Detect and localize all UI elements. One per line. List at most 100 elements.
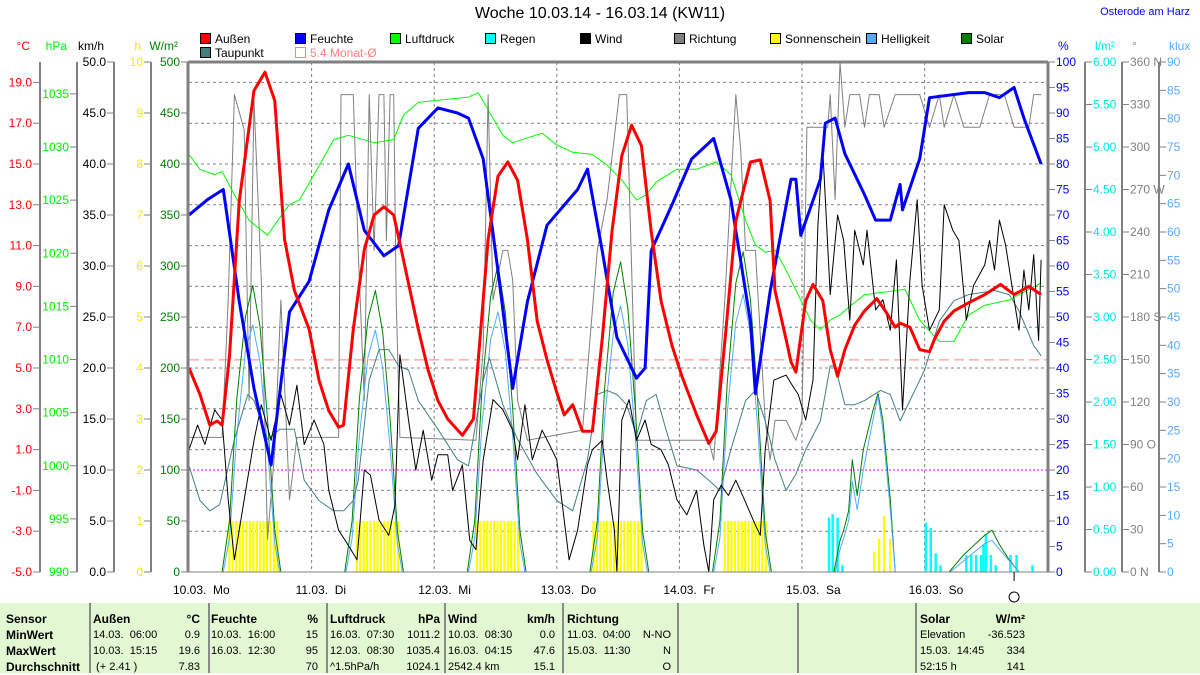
stat-cell: 15	[305, 629, 318, 641]
axis-tick-label: 90	[1167, 55, 1181, 69]
legend-swatch-icon	[390, 33, 401, 44]
legend-label: Feuchte	[310, 32, 354, 46]
stat-cell: °C	[186, 612, 200, 626]
stat-cell: Wind	[448, 612, 478, 626]
sunshine-bar	[737, 521, 740, 572]
stat-cell: (+ 2.41 )	[93, 661, 138, 673]
series-line-außen	[189, 70, 1042, 445]
stat-cell: 16.03. 12:30	[211, 645, 276, 657]
axis-tick-label: 35	[1167, 367, 1181, 381]
x-axis-labels: 10.03. Mo 11.03. Di 12.03. Mi 13.03. Do 14.0…	[173, 572, 1020, 603]
axis-tick-label: -5.0	[11, 565, 32, 579]
axis-tick-label: 40	[1167, 338, 1181, 352]
stat-cell: Elevation	[920, 629, 966, 641]
axis-tick-label: 50.0	[83, 55, 107, 69]
axis-tick-label: 25.0	[83, 310, 107, 324]
stat-cell: 47.6	[533, 645, 555, 657]
stat-cell: O	[662, 661, 671, 673]
axis-tick-label: 45.0	[83, 106, 107, 120]
sunshine-bar	[612, 521, 616, 572]
axis-tick-label: 1.0	[15, 443, 32, 457]
axis-tick-label: 330	[1130, 98, 1150, 112]
sunshine-bar	[517, 521, 520, 572]
sunshine-bar	[372, 521, 376, 572]
stat-cell: 15.1	[533, 661, 555, 673]
rain-bar	[1009, 555, 1012, 572]
sunshine-bar	[379, 521, 382, 572]
axis-tick-label: 19.0	[9, 75, 33, 89]
axis-tick-label: 1010	[42, 353, 69, 367]
sunshine-bar	[633, 521, 636, 572]
sunshine-bar	[757, 521, 761, 572]
sunshine-bar	[602, 521, 605, 572]
legend-item-helligkeit: Helligkeit	[866, 32, 930, 46]
stat-cell: 70	[305, 661, 318, 673]
legend-label: Taupunkt	[215, 46, 264, 60]
axis-tick-label: 3.0	[15, 402, 32, 416]
axis-tick-label: 65	[1056, 234, 1070, 248]
sunshine-bar	[630, 521, 633, 572]
sunshine-bar	[726, 521, 730, 572]
legend-swatch-icon	[674, 33, 685, 44]
axis-tick-label: 0	[136, 565, 143, 579]
axis-tick-label: 15	[1167, 480, 1181, 494]
column-separator	[677, 603, 679, 673]
rain-bar	[939, 565, 942, 572]
sunshine-bar	[873, 551, 876, 572]
axis-tick-label: 300	[1130, 140, 1150, 154]
x-tick-label: 10.03. Mo	[173, 583, 230, 597]
stat-cell: W/m²	[995, 612, 1025, 626]
sunshine-bar	[493, 521, 496, 572]
axis-tick-label: 990	[49, 565, 69, 579]
stat-cell: Luftdruck	[330, 612, 386, 626]
legend-label: Helligkeit	[881, 32, 930, 46]
stat-cell: 334	[1006, 645, 1025, 657]
stat-cell: 15.03. 11:30	[567, 645, 631, 657]
axis-tick-label: 60	[1130, 480, 1144, 494]
sunshine-bar	[878, 538, 881, 572]
rain-bar	[841, 565, 844, 572]
axis-tick-label: 10	[1056, 514, 1070, 528]
axis-tick-label: 55	[1056, 285, 1070, 299]
axis-tick-label: 90	[1056, 106, 1070, 120]
legend-item-solar: Solar	[961, 32, 1004, 46]
row-label: Sensor	[6, 612, 47, 626]
column-separator	[797, 603, 799, 673]
rain-bar	[994, 565, 997, 572]
axis-tick-label: 0	[173, 565, 180, 579]
series-line-luftdruck	[189, 92, 1042, 342]
line-series	[189, 62, 1043, 573]
legend-item-sonnenschein: Sonnenschein	[770, 32, 861, 46]
axis-tick-label: 1025	[42, 193, 69, 207]
sunshine-bar	[747, 521, 750, 572]
axis-tick-label: 30	[1130, 523, 1144, 537]
rain-bar	[1031, 565, 1034, 572]
axis-tick-label: 85	[1056, 132, 1070, 146]
sunshine-bar	[486, 521, 489, 572]
sunshine-bar	[255, 521, 258, 572]
legend-item-außen: Außen	[200, 32, 250, 46]
stat-cell: %	[307, 612, 318, 626]
axis-unit-kmh: km/h	[78, 39, 104, 53]
sunshine-bar	[228, 521, 231, 572]
rain-bar	[934, 553, 937, 572]
axis-tick-label: 75	[1167, 140, 1181, 154]
stat-cell: 16.03. 07:30	[330, 629, 395, 641]
axis-tick-label: 2.00	[1093, 395, 1117, 409]
legend-swatch-icon	[295, 47, 306, 58]
axis-tick-label: 270 W	[1130, 183, 1165, 197]
sunshine-bar	[636, 521, 640, 572]
statistics-table: Sensor Außen °C Feuchte% Luftdruck hPa Wind km/…	[0, 603, 1200, 674]
sunshine-bar	[503, 521, 506, 572]
row-label: Durchschnitt	[6, 660, 81, 674]
axis-unit-w: W/m²	[149, 39, 178, 53]
axis-tick-label: 7	[136, 208, 143, 222]
axis-tick-label: 5	[1056, 540, 1063, 554]
stat-cell: N-NO	[642, 629, 671, 641]
stat-cell: 2542.4 km	[448, 661, 500, 673]
axis-unit-pct: %	[1058, 39, 1069, 53]
stat-cell: 0.0	[539, 629, 555, 641]
axis-tick-label: 45	[1167, 310, 1181, 324]
stat-cell: km/h	[526, 612, 555, 626]
location-link[interactable]: Osterode am Harz	[1100, 6, 1190, 18]
